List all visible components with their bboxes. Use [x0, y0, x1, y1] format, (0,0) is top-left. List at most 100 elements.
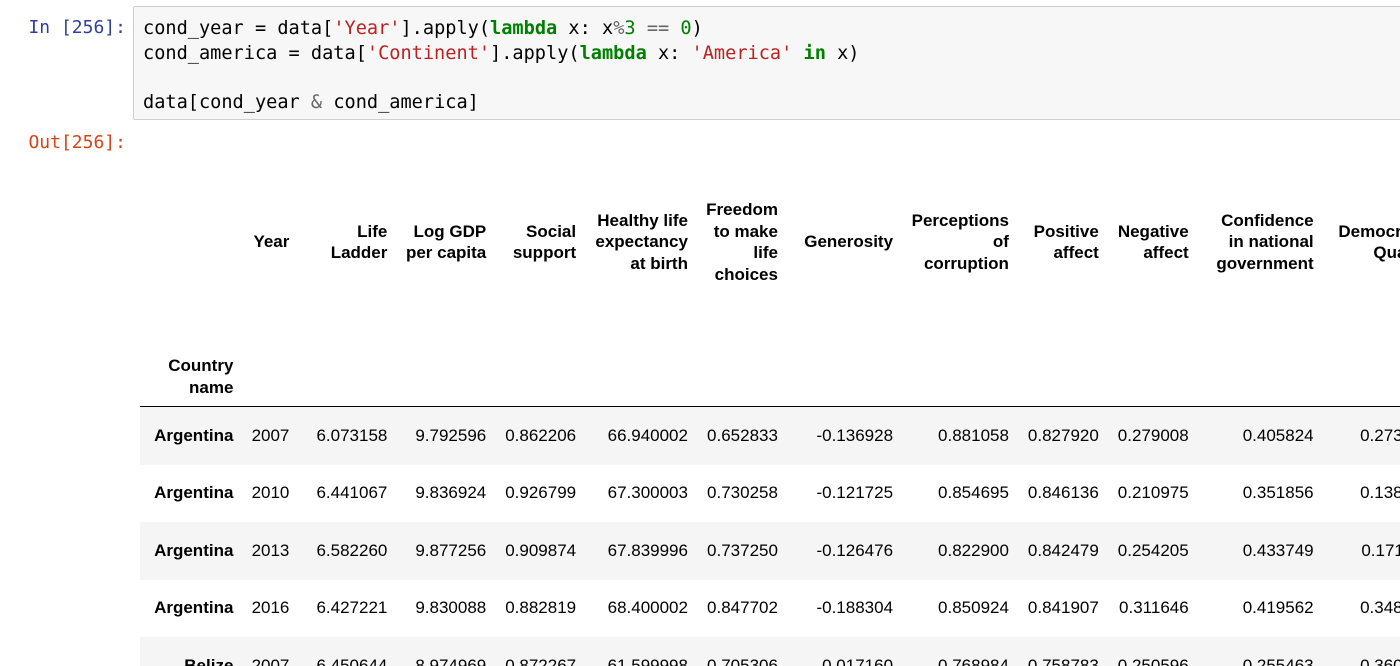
column-header: Year: [253, 232, 290, 252]
table-cell: 0.138446: [1360, 483, 1400, 503]
code-editor[interactable]: cond_year = data['Year'].apply(lambda x:…: [143, 17, 859, 115]
table-cell: 0.872267: [505, 655, 577, 666]
table-cell: 9.830088: [415, 598, 487, 618]
column-header-spacer: [902, 304, 1018, 407]
column-header: Generosity: [804, 232, 894, 252]
column-header: Healthy life expectancy at birth: [595, 210, 688, 273]
table-cell: 0.311646: [1119, 598, 1189, 618]
table-cell: 9.792596: [415, 425, 487, 445]
table-cell: 0.862206: [505, 425, 577, 445]
table-cell: 9.836924: [415, 483, 487, 503]
table-cell: 0.652833: [707, 425, 778, 445]
table-cell: 2010: [251, 483, 290, 503]
table-cell: 0.881058: [938, 425, 1009, 445]
table-cell: 0.846136: [1027, 483, 1099, 503]
table-cell: 0.254205: [1117, 540, 1189, 560]
table-cell: 6.073158: [316, 425, 388, 445]
table-cell: 2013: [251, 540, 290, 560]
column-header-spacer: [242, 304, 298, 407]
index-header: Country name: [168, 356, 234, 397]
row-index-label: Argentina: [154, 425, 234, 445]
table-cell: 66.940002: [607, 425, 688, 445]
row-index-label: Argentina: [154, 598, 234, 618]
output-area: Year Life Ladder Log GDP per capita Social …: [140, 180, 1400, 666]
column-header: Confidence in national government: [1216, 210, 1314, 273]
dataframe-table: Year Life Ladder Log GDP per capita Social …: [140, 180, 1400, 666]
code-line: cond_america = data['Continent'].apply(l…: [143, 42, 860, 64]
table-row: Argentina 2016 6.427221 9.830088 0.882819 68.…: [140, 579, 1400, 637]
table-cell: 6.582260: [316, 540, 388, 560]
table-cell: 0.405824: [1242, 425, 1314, 445]
column-header: Perceptions of corruption: [911, 210, 1009, 273]
table-cell: 0.351856: [1242, 483, 1314, 503]
input-prompt: In [256]:: [28, 17, 126, 38]
table-cell: 68.400002: [607, 598, 688, 618]
table-row: Argentina 2007 6.073158 9.792596 0.862206 66.…: [140, 406, 1400, 465]
table-cell: 61.599998: [607, 655, 688, 666]
table-cell: 0.882819: [505, 598, 577, 618]
column-header-spacer: [1323, 304, 1400, 407]
table-cell: 0.171151: [1361, 540, 1400, 560]
table-cell: 0.827920: [1027, 425, 1099, 445]
table-cell: 0.842479: [1027, 540, 1099, 560]
table-cell: -0.121725: [816, 483, 894, 503]
table-row: Argentina 2010 6.441067 9.836924 0.926799 67.…: [140, 464, 1400, 522]
table-cell: 0.847702: [707, 598, 778, 618]
table-cell: 0.850924: [938, 598, 1009, 618]
column-header-spacer: [1018, 304, 1108, 407]
table-cell: 0.854695: [938, 483, 1009, 503]
index-header-row: Country name: [140, 304, 1400, 407]
table-cell: 0.250596: [1117, 655, 1189, 666]
table-cell: 2007: [251, 425, 290, 445]
output-prompt: Out[256]:: [28, 132, 126, 153]
row-index-label: Belize: [184, 655, 234, 666]
row-index-label: Argentina: [154, 540, 234, 560]
column-header: Democratic Quality: [1338, 221, 1400, 263]
column-header: Social support: [512, 221, 577, 263]
table-cell: 0.926799: [505, 483, 577, 503]
table-cell: 0.822900: [938, 540, 1009, 560]
table-cell: 0.017160: [822, 655, 894, 666]
table-cell: 0.360452: [1360, 655, 1400, 666]
table-cell: 0.433749: [1242, 540, 1314, 560]
table-cell: 0.348582: [1360, 598, 1400, 618]
column-header-row: Year Life Ladder Log GDP per capita Social …: [140, 180, 1400, 304]
table-cell: 0.768984: [938, 655, 1009, 666]
table-cell: 0.730258: [707, 483, 778, 503]
column-header: Negative affect: [1117, 221, 1189, 263]
table-cell: 6.450644: [316, 655, 388, 666]
table-cell: 0.210975: [1117, 483, 1189, 503]
column-header: Freedom to make life choices: [706, 200, 778, 284]
column-header: Life Ladder: [330, 221, 388, 263]
table-cell: 0.279008: [1117, 425, 1189, 445]
code-line: data[cond_year & cond_america]: [143, 91, 479, 113]
column-header-spacer: [396, 304, 495, 407]
table-cell: 2016: [251, 598, 290, 618]
table-cell: 6.427221: [316, 598, 388, 618]
column-header-spacer: [1108, 304, 1198, 407]
table-cell: 9.877256: [415, 540, 487, 560]
table-row: Argentina 2013 6.582260 9.877256 0.909874 67.…: [140, 522, 1400, 580]
table-cell: 6.441067: [316, 483, 388, 503]
column-header: Positive affect: [1033, 221, 1099, 263]
table-cell: 0.255463: [1242, 655, 1314, 666]
table-cell: 67.839996: [607, 540, 688, 560]
table-cell: 0.758783: [1027, 655, 1099, 666]
column-header-spacer: [787, 304, 902, 407]
table-cell: 2007: [251, 655, 290, 666]
column-header-spacer: [495, 304, 585, 407]
table-cell: 67.300003: [607, 483, 688, 503]
column-header: Log GDP per capita: [405, 221, 487, 263]
column-header-spacer: [585, 304, 697, 407]
code-cell[interactable]: cond_year = data['Year'].apply(lambda x:…: [133, 6, 1400, 120]
table-cell: 8.974969: [415, 655, 487, 666]
table-cell: -0.188304: [816, 598, 894, 618]
code-line: [143, 66, 859, 91]
table-cell: -0.136928: [816, 425, 894, 445]
table-row: Belize 2007 6.450644 8.974969 0.872267 61.599…: [140, 637, 1400, 666]
table-cell: 0.909874: [505, 540, 577, 560]
column-header-spacer: [298, 304, 396, 407]
table-body: Argentina 2007 6.073158 9.792596 0.862206 66.…: [140, 406, 1400, 666]
code-line: cond_year = data['Year'].apply(lambda x:…: [143, 18, 703, 39]
row-index-label: Argentina: [154, 483, 234, 503]
